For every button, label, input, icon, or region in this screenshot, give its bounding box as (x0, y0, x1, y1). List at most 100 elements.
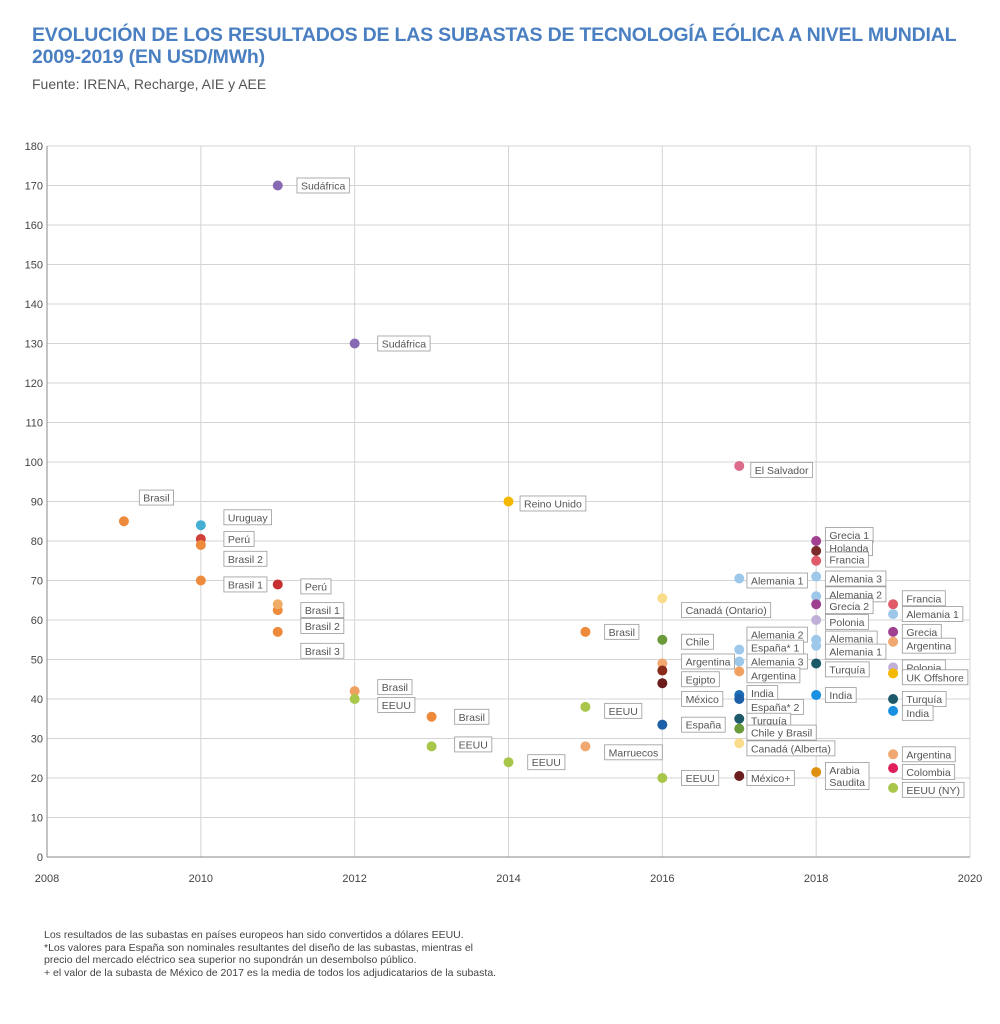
data-point (503, 496, 514, 507)
point-label-text: Alemania 2 (751, 630, 804, 642)
point-label: Alemania 1 (746, 572, 808, 589)
data-point (272, 579, 283, 590)
point-label-text: EEUU (382, 700, 411, 712)
data-point (657, 665, 668, 676)
point-label-text: Chile (686, 637, 710, 649)
point-label-text: Alemania 1 (829, 647, 882, 659)
point-label-box (901, 781, 965, 798)
point-label-box (824, 643, 887, 660)
point-label-box (377, 679, 413, 696)
point-label-text: España (686, 720, 722, 732)
point-label-box (377, 697, 416, 713)
point-label-box (824, 614, 869, 630)
point-label-text: México+ (751, 773, 790, 785)
data-point (811, 615, 822, 625)
data-point (734, 460, 745, 471)
point-label-box (604, 744, 663, 761)
point-label: Alemania 1 (824, 643, 887, 660)
point-label-box (901, 606, 964, 622)
point-label: Uruguay (223, 509, 273, 526)
y-tick-label: 120 (25, 378, 43, 390)
y-tick-label: 50 (31, 655, 43, 667)
point-label: Alemania 3 (824, 570, 887, 587)
data-point (195, 539, 206, 550)
point-label-text: Grecia 1 (829, 530, 869, 542)
x-tick-label: 2020 (958, 873, 982, 885)
data-point (888, 668, 899, 679)
point-label-box (901, 669, 969, 686)
data-point (580, 626, 591, 637)
point-label-text: Sudáfrica (382, 339, 427, 351)
point-label-box (223, 509, 273, 526)
point-label-text: Sudáfrica (301, 181, 346, 193)
point-label-text: India (906, 708, 929, 720)
data-point (503, 757, 514, 768)
point-label-box (300, 618, 345, 634)
point-label: Sudáfrica (296, 177, 350, 194)
point-label-text: Brasil 3 (305, 646, 340, 658)
point-label-box (519, 495, 587, 512)
point-label: Sudáfrica (377, 335, 431, 352)
point-label-box (746, 572, 808, 589)
data-point (657, 593, 668, 604)
y-tick-label: 70 (31, 576, 43, 588)
x-tick-label: 2012 (342, 873, 366, 885)
point-label: España* 2 (746, 699, 804, 715)
point-label-box (681, 770, 720, 786)
point-label-text: Canadá (Alberta) (751, 743, 831, 755)
point-label: EEUU (NY) (901, 781, 965, 798)
point-label-text: Brasil 2 (228, 554, 263, 566)
point-label-box (824, 687, 857, 703)
data-point (426, 741, 437, 752)
point-label-box (681, 653, 735, 670)
data-point (349, 686, 360, 697)
point-label: Brasil (138, 489, 174, 506)
point-label-text: Uruguay (228, 512, 268, 524)
point-label-box (300, 602, 345, 619)
point-label-text: EEUU (459, 739, 488, 751)
point-label: Polonia (824, 614, 869, 630)
point-label-text: UK Offshore (906, 672, 964, 684)
point-label-box (901, 764, 956, 780)
data-point (272, 626, 283, 637)
point-label: Alemania 3 (746, 653, 808, 670)
point-label-text: Turquía (906, 694, 942, 706)
y-tick-label: 160 (25, 220, 43, 232)
point-label-box (454, 736, 493, 753)
data-point (811, 545, 822, 556)
point-label-box (746, 667, 801, 684)
point-label: EEUU (604, 702, 643, 719)
point-label: UK Offshore (901, 669, 969, 686)
point-label-text: Marruecos (609, 747, 659, 759)
data-point (195, 520, 206, 531)
footnotes: Los resultados de las subastas en países… (44, 929, 604, 979)
point-label-box (681, 602, 772, 619)
data-point (811, 690, 822, 701)
point-label-text: Alemania (829, 634, 873, 646)
point-label-box (681, 716, 726, 733)
point-label: El Salvador (750, 461, 813, 478)
y-tick-label: 150 (25, 260, 43, 272)
point-label-box (681, 633, 714, 650)
point-label-box (746, 724, 817, 741)
point-label-box (681, 691, 724, 707)
data-point (657, 634, 668, 645)
point-label: EEUU (454, 736, 493, 753)
data-point (811, 571, 822, 582)
point-label-text: Argentina (686, 656, 731, 668)
x-tick-label: 2010 (189, 873, 213, 885)
data-point (734, 694, 745, 704)
data-point (811, 555, 822, 566)
point-label-text: EEUU (609, 706, 638, 718)
scatter-chart: 0 10 20 30 40 50 60 70 80 90 100 110 120 130 140 150 160… (25, 141, 983, 885)
point-label: Alemania 2 (746, 626, 808, 643)
point-label: Alemania 1 (901, 606, 964, 622)
y-tick-label: 100 (25, 457, 43, 469)
point-label: Brasil 2 (300, 618, 345, 634)
y-tick-label: 30 (31, 734, 43, 746)
data-point (888, 705, 899, 716)
point-label-text: Turquía (829, 664, 865, 676)
point-label: Chile y Brasil (746, 724, 817, 741)
data-point (118, 516, 129, 527)
